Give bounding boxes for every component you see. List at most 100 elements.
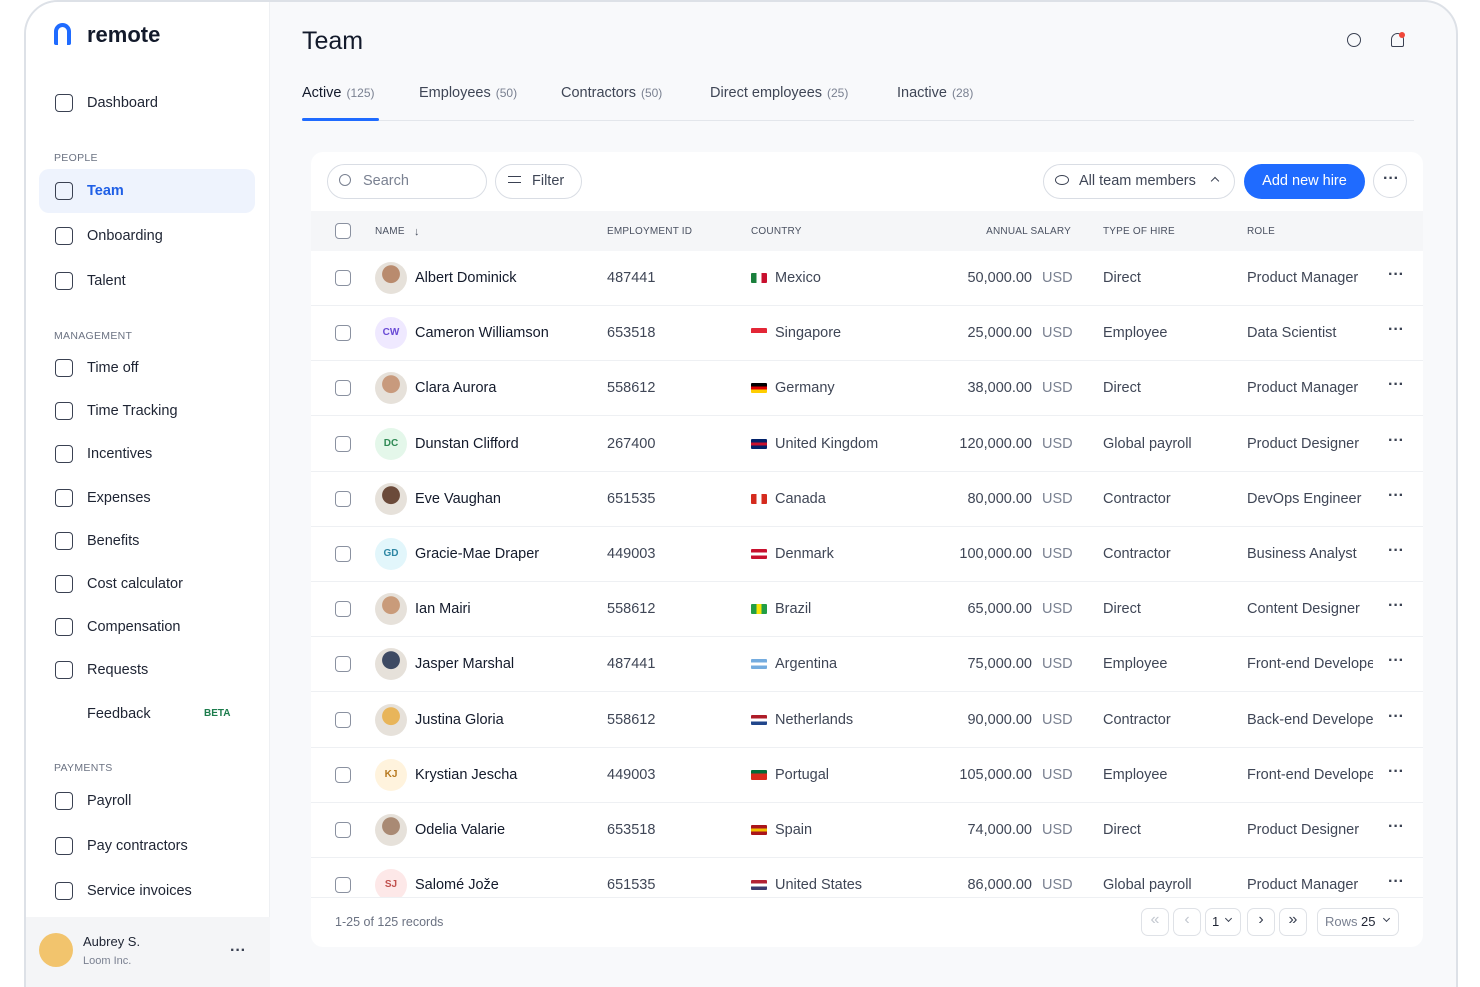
tab[interactable]: Employees (50) [419,83,517,103]
table-body: Albert Dominick 487441 Mexico 50,000.00 USD D… [311,251,1423,897]
pager-button[interactable] [1279,908,1307,936]
table-row[interactable] [311,693,1423,748]
checkbox[interactable] [335,822,351,838]
row-menu[interactable]: ··· [1388,376,1404,394]
checkbox[interactable] [335,435,351,452]
nav-item[interactable]: Dashboard [87,95,158,111]
bell-icon[interactable] [1391,33,1404,47]
checkbox[interactable] [335,546,351,562]
checkbox[interactable] [335,656,351,673]
row-menu[interactable]: ··· [1388,431,1404,449]
nav-active-bg[interactable] [39,169,255,213]
checkbox[interactable] [335,270,351,286]
nav-item[interactable]: Incentives [87,446,153,462]
row-menu[interactable]: ··· [1388,486,1404,504]
nav-item[interactable]: Benefits [87,533,140,549]
nav-item[interactable]: Talent [87,273,126,289]
table-row[interactable] [311,527,1423,582]
nav-item[interactable]: Feedback [87,706,151,722]
table-row[interactable] [311,251,1423,306]
employee-name[interactable]: Clara Aurora [415,380,497,397]
tab[interactable]: Inactive (28) [897,83,973,103]
nav-item[interactable]: Expenses [87,490,151,506]
add-button[interactable] [1244,164,1365,199]
checkbox[interactable] [335,223,351,239]
avatar-photo [375,814,407,846]
nav-item[interactable]: Onboarding [87,228,163,244]
table-row[interactable] [311,582,1423,638]
table-row[interactable] [311,637,1423,693]
view-select[interactable] [1043,164,1235,199]
employment-id: 449003 [607,766,656,783]
page-number[interactable]: 1 [1212,914,1220,929]
row-menu[interactable]: ··· [1388,818,1404,835]
row-menu[interactable]: ··· [1388,873,1404,891]
pager-button[interactable] [1247,908,1275,936]
country: Denmark [775,546,834,562]
checkbox[interactable] [335,877,351,894]
app-frame: remote Dashboard PEOPLE Team Onboarding Talen… [24,0,1458,987]
row-menu[interactable]: ··· [1388,266,1404,283]
filter-button[interactable] [495,164,582,199]
avatar-initials: SJ [384,879,398,891]
checkbox[interactable] [335,601,351,618]
table-row[interactable] [311,748,1423,803]
checkbox[interactable] [335,380,351,397]
employee-name[interactable]: Ian Mairi [415,601,471,618]
search-icon[interactable] [1347,33,1361,47]
nav-item[interactable]: Pay contractors [87,838,188,854]
search-placeholder: Search [363,173,409,189]
row-menu[interactable]: ··· [1388,652,1404,670]
employee-name[interactable]: Salomé Jože [415,877,499,894]
row-menu[interactable]: ··· [1388,542,1404,559]
employee-name[interactable]: Cameron Williamson [415,325,549,342]
column-header[interactable]: NAME [375,226,405,237]
tab[interactable]: Active (125) [302,83,375,103]
row-menu[interactable]: ··· [1388,597,1404,615]
flag [751,714,767,725]
nav-item[interactable]: Payroll [87,793,132,809]
add-label[interactable]: Add new hire [1262,173,1347,189]
employee-name[interactable]: Jasper Marshal [415,656,515,673]
checkbox[interactable] [335,766,351,783]
rows-value[interactable]: 25 [1361,914,1376,929]
employee-name[interactable]: Gracie-Mae Draper [415,546,540,562]
table-row[interactable] [311,472,1423,527]
tab[interactable]: Direct employees (25) [710,83,848,103]
nav-item[interactable]: Service invoices [87,883,192,899]
pager-button[interactable] [1141,908,1169,936]
table-row[interactable] [311,306,1423,362]
nav-icon [55,661,73,679]
row-menu[interactable]: ··· [1388,762,1404,780]
table-row[interactable] [311,361,1423,417]
row-menu[interactable]: ··· [1388,321,1404,339]
row-menu[interactable]: ··· [1388,707,1404,725]
nav-item[interactable]: Time off [87,360,139,376]
table-row[interactable] [311,803,1423,858]
employee-name[interactable]: Albert Dominick [415,270,517,286]
nav-item[interactable]: Time Tracking [87,403,178,419]
pager-button[interactable] [1173,908,1201,936]
nav-item[interactable]: Cost calculator [87,576,183,592]
nav-item[interactable]: Compensation [87,619,181,635]
employee-name[interactable]: Eve Vaughan [415,490,501,507]
employment-id: 653518 [607,325,656,342]
user-menu[interactable]: ··· [230,942,246,959]
checkbox[interactable] [335,711,351,728]
rows-select[interactable] [1317,908,1399,936]
more-button[interactable] [1373,164,1407,198]
checkbox[interactable] [335,325,351,342]
table-row[interactable] [311,417,1423,472]
employee-name[interactable]: Odelia Valarie [415,822,506,838]
employee-name[interactable]: Dunstan Clifford [415,435,519,452]
employee-name[interactable]: Krystian Jescha [415,766,518,783]
page-select[interactable] [1205,908,1241,936]
nav-item[interactable]: Requests [87,662,149,678]
search-box[interactable] [327,164,487,199]
checkbox[interactable] [335,490,351,507]
tab[interactable]: Contractors (50) [561,83,662,103]
employee-name[interactable]: Justina Gloria [415,711,504,728]
nav-icon [55,618,73,636]
beta-badge: BETA [204,708,231,719]
nav-item[interactable]: Team [87,183,124,199]
